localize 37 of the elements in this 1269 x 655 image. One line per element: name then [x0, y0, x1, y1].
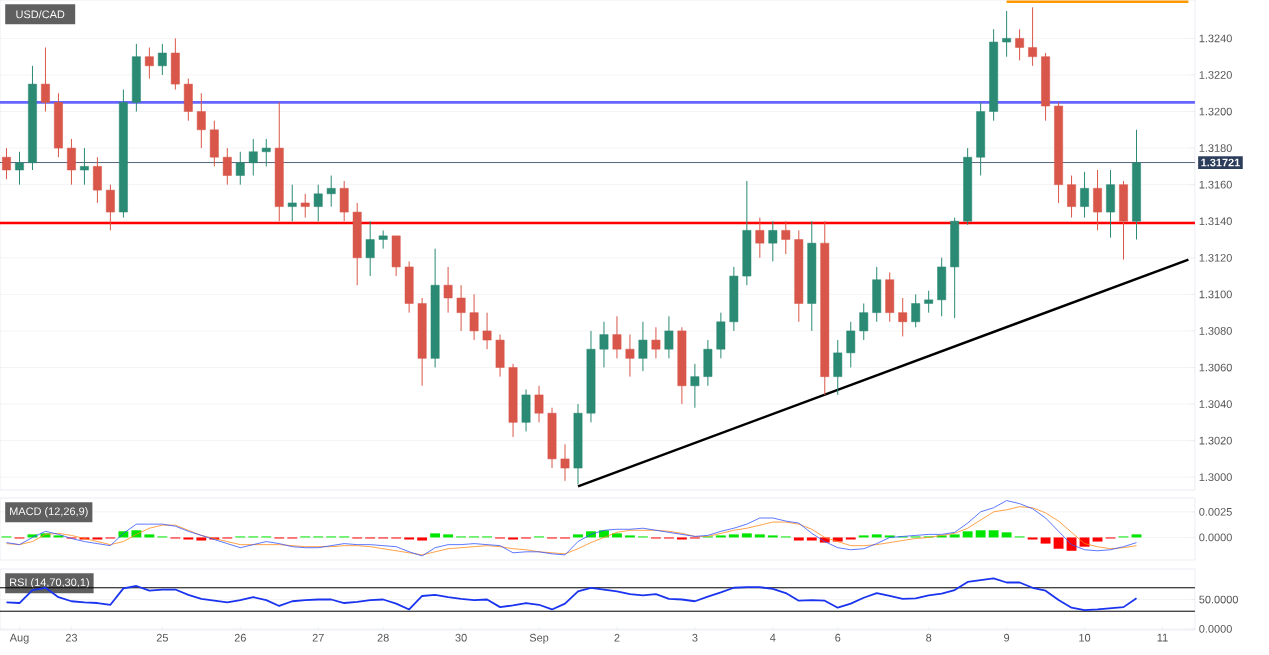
- x-tick-label: Sep: [529, 633, 549, 644]
- y-tick-label: 1.3100: [1199, 290, 1232, 299]
- x-tick-label: 11: [1157, 633, 1168, 642]
- y-tick-label: 1.3020: [1199, 436, 1232, 445]
- x-tick-label: 3: [692, 633, 698, 642]
- x-tick-label: 6: [835, 633, 841, 642]
- x-tick-label: 26: [234, 633, 246, 642]
- text: USD/CAD: [16, 10, 65, 19]
- text: MACD (12,26,9): [10, 507, 88, 518]
- ref-line-label: 1.31721: [1201, 158, 1240, 167]
- y-tick-label: 0.0025: [1199, 507, 1232, 516]
- x-tick-label: 27: [312, 633, 324, 642]
- y-tick-label: 1.3160: [1199, 180, 1232, 189]
- x-tick-label: 30: [455, 633, 467, 642]
- y-tick-label: 0.0000: [1199, 533, 1232, 542]
- y-tick-label: 1.3240: [1199, 34, 1232, 43]
- y-tick-label: 50.0000: [1199, 595, 1238, 604]
- x-tick-label: 9: [1004, 633, 1010, 642]
- x-tick-label: 25: [156, 633, 168, 642]
- y-tick-label: 0.0000: [1199, 624, 1232, 633]
- x-tick-label: 2: [614, 633, 620, 642]
- y-tick-label: 1.3180: [1199, 144, 1232, 152]
- y-tick-label: 1.3040: [1199, 400, 1232, 408]
- x-tick-label: 28: [377, 633, 389, 642]
- x-tick-label: 4: [770, 633, 776, 642]
- x-tick-label: 23: [65, 633, 78, 642]
- y-tick-label: 1.3000: [1199, 473, 1232, 482]
- y-tick-label: 1.3060: [1199, 363, 1232, 372]
- x-tick-label: 10: [1079, 633, 1091, 642]
- x-tick-label: Aug: [9, 633, 29, 644]
- y-tick-label: 1.3220: [1199, 71, 1232, 79]
- x-tick-label: 8: [926, 633, 932, 642]
- y-tick-label: 1.3200: [1199, 107, 1232, 116]
- text: RSI (14,70,30,1): [10, 578, 89, 589]
- y-tick-label: 1.3120: [1199, 253, 1232, 262]
- y-tick-label: 1.3080: [1199, 327, 1232, 335]
- y-tick-label: 1.3140: [1199, 217, 1232, 226]
